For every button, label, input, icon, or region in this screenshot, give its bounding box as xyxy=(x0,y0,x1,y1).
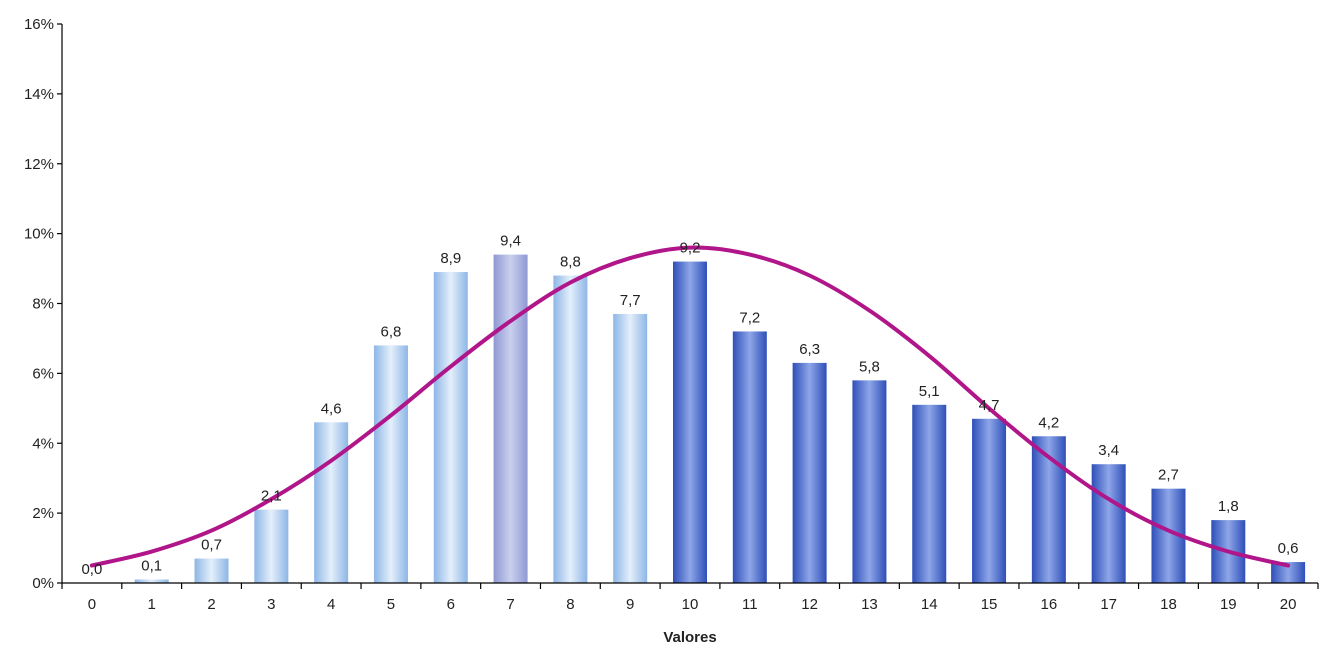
bars xyxy=(134,254,1306,583)
bar-12 xyxy=(792,362,827,583)
bar-16 xyxy=(1031,436,1066,583)
bar-13 xyxy=(852,380,887,583)
x-axis-title: Valores xyxy=(663,629,716,646)
bar-5 xyxy=(373,345,408,583)
x-axis-ticks: 0 1 2 3 4 5 6 7 8 9 10 11 12 13 14 15 16 17 18 19 20 xyxy=(61,583,1319,613)
x-tick-label: 12 xyxy=(801,596,818,613)
x-tick-label: 2 xyxy=(207,596,215,613)
data-label-1: 0,1 xyxy=(141,558,162,575)
data-label-13: 5,8 xyxy=(859,358,880,375)
bar-17 xyxy=(1091,464,1126,583)
x-tick-label: 4 xyxy=(327,596,335,613)
y-tick-label: 6% xyxy=(32,365,54,382)
data-label-11: 7,2 xyxy=(739,309,760,326)
y-tick-label: 2% xyxy=(32,505,54,522)
y-tick-label: 0% xyxy=(32,575,54,592)
bar-3 xyxy=(254,509,289,583)
bar-8 xyxy=(553,275,588,583)
x-tick-label: 8 xyxy=(566,596,574,613)
bar-20 xyxy=(1271,562,1306,583)
x-tick-label: 7 xyxy=(506,596,514,613)
y-tick-label: 4% xyxy=(32,435,54,452)
bar-15 xyxy=(972,418,1007,583)
x-tick-label: 11 xyxy=(742,596,758,613)
data-label-2: 0,7 xyxy=(201,537,222,554)
x-tick-label: 9 xyxy=(626,596,634,613)
data-label-12: 6,3 xyxy=(799,341,820,358)
data-label-14: 5,1 xyxy=(919,383,940,400)
y-axis-ticks: 0% 2% 4% 6% 8% 10% 12% 14% 16% xyxy=(24,16,62,592)
bar-6 xyxy=(433,272,468,583)
data-label-5: 6,8 xyxy=(381,323,402,340)
data-label-15: 4,7 xyxy=(979,397,1000,414)
bar-4 xyxy=(314,422,349,583)
x-tick-label: 16 xyxy=(1041,596,1058,613)
bar-9 xyxy=(613,313,648,583)
data-label-16: 4,2 xyxy=(1038,414,1059,431)
data-label-9: 7,7 xyxy=(620,292,641,309)
data-label-18: 2,7 xyxy=(1158,467,1179,484)
x-tick-label: 5 xyxy=(387,596,395,613)
data-label-4: 4,6 xyxy=(321,400,342,417)
x-tick-label: 1 xyxy=(148,596,156,613)
curve-layer xyxy=(89,245,1291,568)
y-tick-label: 14% xyxy=(24,86,54,103)
data-label-8: 8,8 xyxy=(560,254,581,271)
y-tick-label: 8% xyxy=(32,296,54,313)
bar-14 xyxy=(912,404,947,583)
distribution-curve xyxy=(89,245,1291,568)
x-tick-label: 6 xyxy=(447,596,455,613)
bar-1 xyxy=(134,579,169,583)
x-tick-label: 14 xyxy=(921,596,938,613)
x-tick-label: 19 xyxy=(1220,596,1237,613)
data-label-10: 9,2 xyxy=(680,240,701,257)
y-tick-label: 16% xyxy=(24,16,54,33)
x-tick-label: 20 xyxy=(1280,596,1297,613)
bar-11 xyxy=(732,331,767,583)
data-label-7: 9,4 xyxy=(500,233,521,250)
x-tick-label: 0 xyxy=(88,596,96,613)
y-tick-label: 10% xyxy=(24,226,54,243)
data-label-20: 0,6 xyxy=(1278,540,1299,557)
bar-2 xyxy=(194,558,229,583)
data-label-3: 2,1 xyxy=(261,488,282,505)
bar-7 xyxy=(493,254,528,583)
data-label-19: 1,8 xyxy=(1218,498,1239,515)
x-tick-label: 15 xyxy=(981,596,998,613)
axes xyxy=(61,24,1318,584)
x-tick-label: 17 xyxy=(1100,596,1117,613)
x-tick-label: 18 xyxy=(1160,596,1177,613)
y-tick-label: 12% xyxy=(24,156,54,173)
data-label-6: 8,9 xyxy=(440,250,461,267)
x-tick-label: 3 xyxy=(267,596,275,613)
x-tick-label: 13 xyxy=(861,596,878,613)
bar-10 xyxy=(673,261,707,583)
x-tick-label: 10 xyxy=(682,596,699,613)
data-label-0: 0,0 xyxy=(81,561,102,578)
data-label-17: 3,4 xyxy=(1098,442,1119,459)
data-labels: 0,0 0,1 0,7 2,1 4,6 6,8 8,9 9,4 8,8 7,7 9,2 7,2 6,3 5… xyxy=(81,233,1298,578)
